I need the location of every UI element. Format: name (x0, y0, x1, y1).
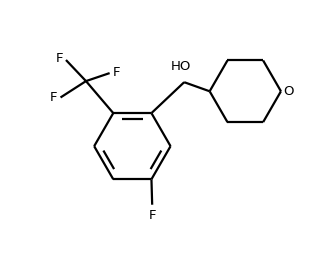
Text: F: F (56, 52, 63, 65)
Text: O: O (284, 85, 294, 98)
Text: F: F (50, 91, 58, 104)
Text: F: F (149, 209, 156, 222)
Text: HO: HO (171, 60, 192, 73)
Text: F: F (112, 66, 120, 79)
